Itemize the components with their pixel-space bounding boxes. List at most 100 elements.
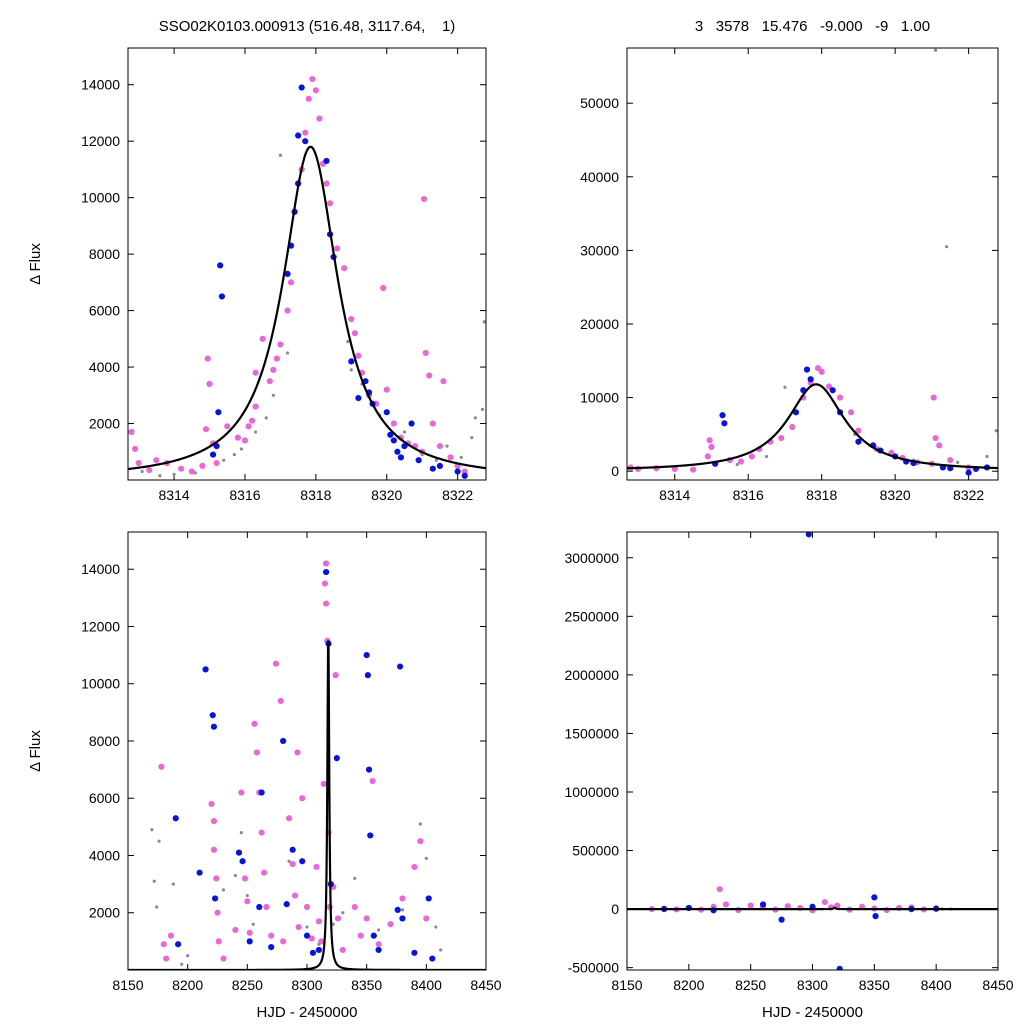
point-blue bbox=[829, 387, 836, 394]
point-magenta bbox=[215, 938, 222, 945]
data-points bbox=[627, 48, 998, 476]
point-magenta bbox=[273, 355, 280, 362]
y-tick-label: 4000 bbox=[89, 847, 120, 863]
x-tick-label: 8318 bbox=[300, 487, 331, 503]
point-magenta bbox=[784, 903, 791, 910]
point-magenta bbox=[420, 195, 428, 203]
point-magenta bbox=[321, 580, 328, 587]
point-blue bbox=[355, 395, 362, 402]
point-blue bbox=[872, 913, 879, 920]
point-gray bbox=[955, 460, 960, 464]
point-magenta bbox=[778, 434, 785, 442]
point-blue bbox=[429, 955, 436, 962]
point-blue bbox=[268, 943, 275, 951]
point-gray bbox=[439, 948, 443, 952]
point-blue bbox=[283, 901, 290, 908]
point-blue bbox=[280, 737, 287, 745]
y-tick-label: 0 bbox=[611, 901, 619, 917]
point-gray bbox=[377, 928, 381, 932]
point-magenta bbox=[323, 180, 330, 187]
panel-top-right: 8314 8316 8318 8320 8322 0 10000 20000 30000 4000… bbox=[580, 18, 999, 503]
y-tick-label: 2500000 bbox=[564, 608, 619, 624]
point-blue bbox=[401, 443, 408, 450]
point-magenta bbox=[244, 898, 251, 905]
point-gray bbox=[278, 153, 283, 157]
point-gray bbox=[470, 436, 474, 440]
point-magenta bbox=[704, 453, 711, 460]
point-gray bbox=[222, 458, 226, 462]
data-points bbox=[648, 532, 953, 970]
point-gray bbox=[764, 454, 769, 459]
point-blue bbox=[218, 293, 226, 300]
point-magenta bbox=[947, 457, 954, 464]
point-magenta bbox=[836, 394, 844, 401]
y-tick-label: 10000 bbox=[81, 190, 120, 206]
point-blue bbox=[719, 412, 726, 419]
point-blue bbox=[387, 431, 394, 438]
point-blue bbox=[367, 832, 374, 839]
point-blue bbox=[805, 532, 812, 538]
point-magenta bbox=[818, 368, 825, 375]
point-gray bbox=[994, 429, 998, 433]
x-tick-label: 8400 bbox=[411, 977, 442, 993]
point-blue bbox=[213, 443, 220, 450]
point-gray bbox=[155, 905, 159, 909]
x-tick-label: 8300 bbox=[797, 977, 828, 993]
point-magenta bbox=[312, 87, 319, 94]
point-gray bbox=[349, 368, 353, 372]
point-gray bbox=[157, 839, 161, 843]
point-magenta bbox=[260, 869, 268, 876]
point-gray bbox=[434, 458, 438, 462]
point-magenta bbox=[748, 453, 755, 460]
panel-bottom-right: 8150 8200 8250 8300 8350 8400 8450 -500000 0 5000… bbox=[564, 531, 1014, 1021]
plot-frame bbox=[127, 47, 487, 481]
x-tick-label: 8316 bbox=[733, 487, 764, 503]
point-magenta bbox=[313, 863, 320, 871]
x-tick-label: 8350 bbox=[859, 977, 890, 993]
y-tick-label: 2000 bbox=[89, 416, 120, 432]
point-blue bbox=[415, 457, 422, 464]
point-gray bbox=[171, 882, 175, 886]
point-magenta bbox=[238, 789, 245, 796]
point-gray bbox=[245, 893, 249, 898]
x-axis-label: HJD - 2450000 bbox=[762, 1004, 863, 1021]
point-blue bbox=[210, 723, 218, 730]
point-magenta bbox=[258, 829, 265, 836]
y-tick-label: 14000 bbox=[81, 561, 120, 577]
point-blue bbox=[258, 789, 265, 796]
point-magenta bbox=[284, 307, 291, 314]
point-gray bbox=[473, 416, 477, 420]
point-magenta bbox=[270, 366, 277, 373]
y-tick-label: 40000 bbox=[580, 169, 619, 185]
point-gray bbox=[480, 407, 485, 412]
point-magenta bbox=[232, 926, 239, 934]
y-tick-label: 6000 bbox=[89, 303, 120, 319]
point-magenta bbox=[272, 660, 280, 667]
point-blue bbox=[172, 815, 179, 822]
point-blue bbox=[202, 666, 209, 673]
point-blue bbox=[871, 894, 878, 901]
point-gray bbox=[341, 911, 345, 915]
y-tick-label: 2000000 bbox=[564, 667, 619, 683]
point-magenta bbox=[305, 95, 312, 102]
x-tick-label: 8322 bbox=[442, 487, 473, 503]
point-magenta bbox=[436, 443, 444, 450]
point-blue bbox=[394, 448, 401, 455]
point-blue bbox=[298, 84, 305, 91]
y-tick-label: 1500000 bbox=[564, 725, 619, 741]
point-magenta bbox=[153, 457, 160, 464]
plot-frame bbox=[127, 531, 487, 971]
point-gray bbox=[305, 925, 309, 929]
panel-bottom-left: 8150 8200 8250 8300 8350 8400 8450 2000 4000 6000… bbox=[27, 531, 502, 1021]
point-blue bbox=[396, 663, 404, 670]
point-magenta bbox=[302, 129, 309, 136]
point-blue bbox=[370, 932, 377, 939]
point-magenta bbox=[322, 600, 330, 607]
y-tick-label: 8000 bbox=[89, 246, 120, 262]
point-blue bbox=[175, 941, 182, 948]
point-magenta bbox=[369, 777, 376, 785]
point-magenta bbox=[429, 420, 436, 427]
point-blue bbox=[375, 946, 382, 954]
point-magenta bbox=[163, 955, 170, 962]
